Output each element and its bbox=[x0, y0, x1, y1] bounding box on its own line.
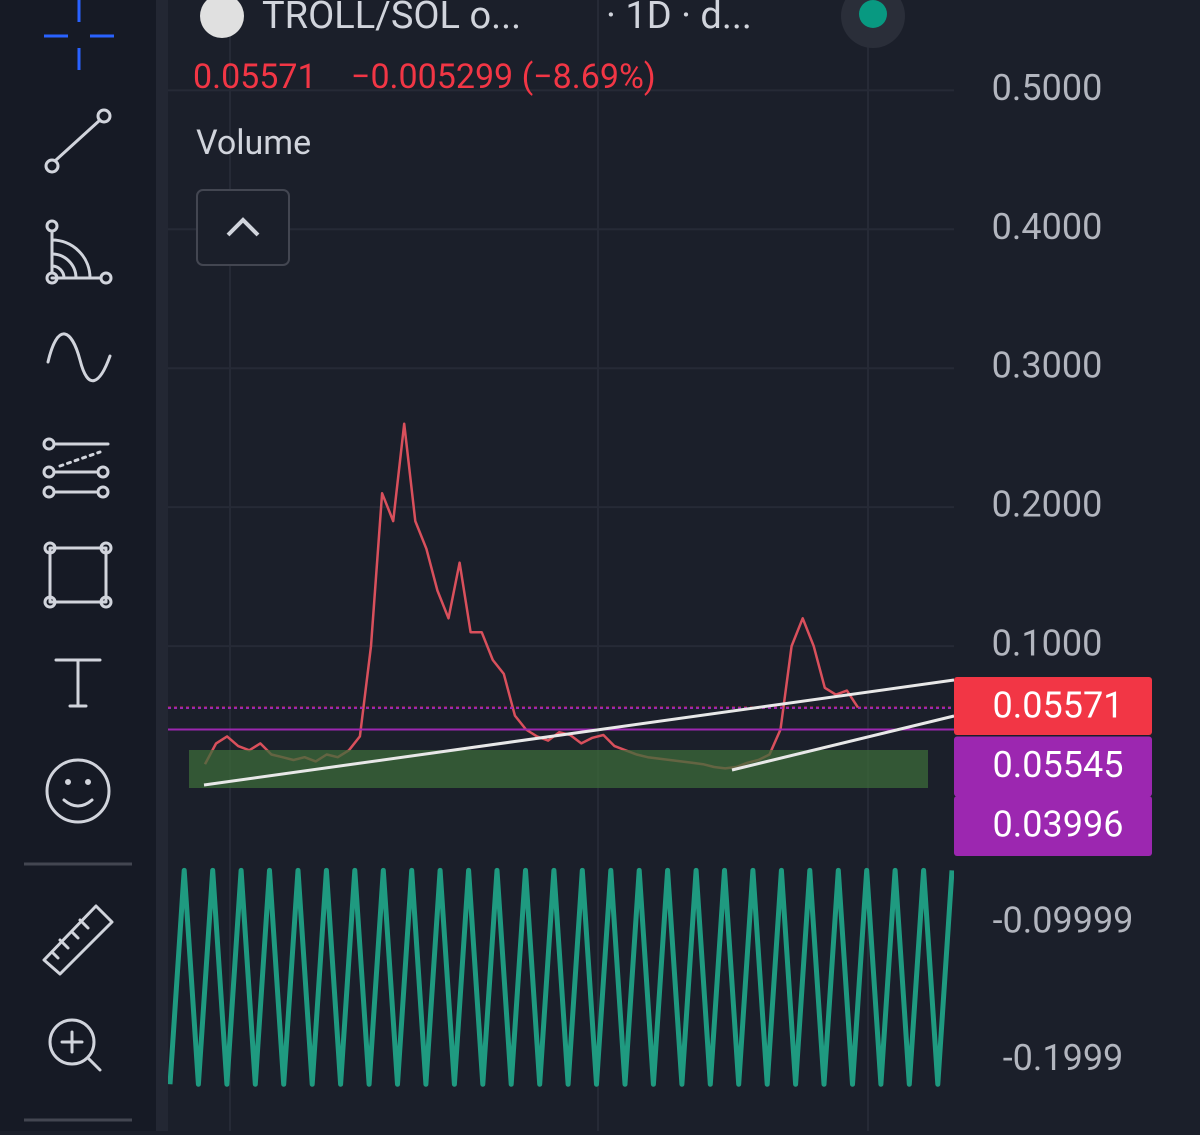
rectangle-tool[interactable] bbox=[43, 541, 113, 609]
y-tick-label: 0.3000 bbox=[992, 345, 1103, 387]
y-tick-label: 0.5000 bbox=[992, 67, 1103, 109]
y-tick-label: 0.1000 bbox=[992, 623, 1103, 665]
price-label: 0.03996 bbox=[993, 804, 1124, 846]
fib-tool[interactable] bbox=[45, 219, 113, 285]
divider bbox=[156, 0, 168, 1131]
emoji-tool[interactable] bbox=[45, 758, 111, 824]
line-tool[interactable] bbox=[44, 108, 112, 174]
indicator-name: Volume bbox=[196, 123, 311, 163]
curve-tool[interactable] bbox=[46, 332, 112, 383]
symbol[interactable]: TROLL/SOL o... bbox=[262, 0, 521, 38]
oscillator-pane bbox=[168, 867, 954, 1087]
series-line bbox=[168, 867, 954, 1087]
status-dot bbox=[859, 0, 887, 28]
pattern-tool[interactable] bbox=[42, 437, 110, 499]
y-tick-label: -0.09999 bbox=[993, 899, 1134, 941]
price-label: 0.05545 bbox=[993, 744, 1124, 786]
y-tick-label: -0.1999 bbox=[1003, 1037, 1124, 1079]
trendlines bbox=[203, 678, 955, 787]
collapse-button[interactable] bbox=[196, 189, 290, 266]
price-label: 0.05571 bbox=[993, 685, 1124, 727]
symbol-icon bbox=[200, 0, 244, 38]
zoom-tool[interactable] bbox=[48, 1018, 102, 1072]
crosshair-tool[interactable] bbox=[44, 0, 114, 70]
y-tick-label: 0.4000 bbox=[992, 206, 1103, 248]
last-price: 0.05571 bbox=[193, 57, 317, 97]
ruler-tool[interactable] bbox=[42, 904, 114, 976]
support-zone bbox=[189, 750, 928, 788]
price-label-box bbox=[954, 677, 1152, 735]
price-label-box bbox=[954, 796, 1152, 856]
price-change: −0.005299 (−8.69%) bbox=[351, 57, 656, 97]
interval: · 1D · d... bbox=[606, 0, 752, 38]
axis-labels: 0.1000 0.2000 0.3000 0.4000 0.5000 0.05571 0.0… bbox=[954, 67, 1152, 1079]
toolbar bbox=[0, 0, 156, 1131]
price-label-box bbox=[954, 736, 1152, 797]
series-line bbox=[203, 422, 860, 770]
time-grid bbox=[229, 0, 869, 1131]
text-tool[interactable] bbox=[54, 658, 102, 708]
collapse-icon bbox=[226, 217, 260, 237]
y-tick-label: 0.2000 bbox=[992, 484, 1103, 526]
